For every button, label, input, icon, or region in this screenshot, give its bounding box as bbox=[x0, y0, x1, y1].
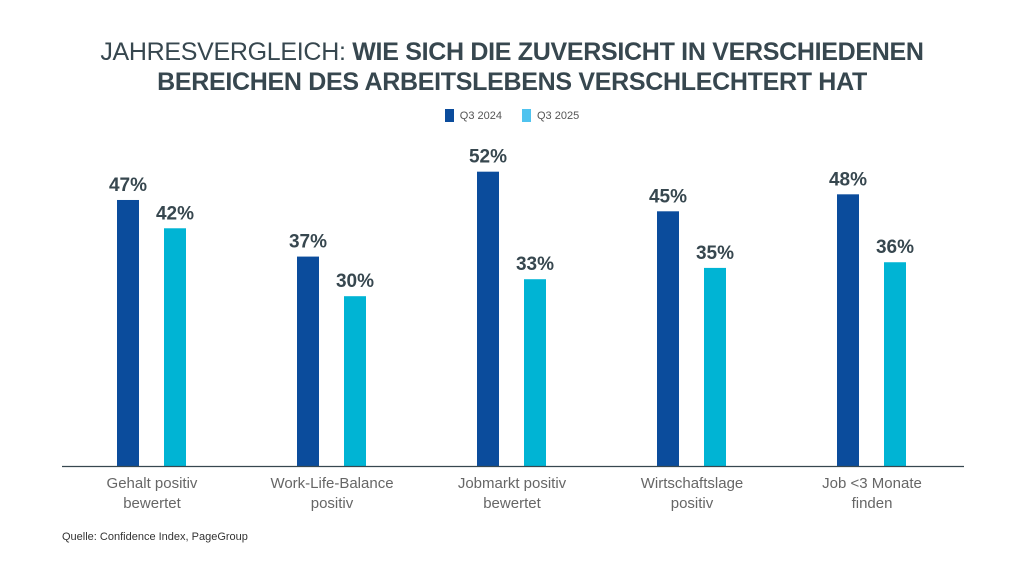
bar-q3-2024-2 bbox=[477, 171, 499, 466]
data-label: 33% bbox=[516, 254, 554, 275]
legend-swatch bbox=[522, 109, 531, 122]
category-label: Gehalt positiv bewertet bbox=[67, 474, 237, 514]
bar-q3-2024-4 bbox=[837, 194, 859, 466]
legend-label: Q3 2025 bbox=[537, 109, 580, 122]
bar-q3-2024-0 bbox=[117, 199, 139, 467]
bar-q3-2025-1 bbox=[344, 296, 366, 466]
title-line2: BEREICHEN DES ARBEITSLEBENS VERSCHLECHTE… bbox=[157, 68, 867, 96]
bar-q3-2025-4 bbox=[884, 262, 906, 466]
category-label-line: Job <3 Monate bbox=[822, 475, 922, 492]
category-label: Job <3 Monate finden bbox=[787, 474, 957, 514]
title-prefix: JAHRESVERGLEICH: bbox=[100, 38, 353, 66]
category-label-line: Jobmarkt positiv bbox=[457, 475, 567, 492]
category-label-line: finden bbox=[851, 495, 893, 512]
data-label: 35% bbox=[696, 243, 734, 264]
category-label: Work-Life-Balance positiv bbox=[247, 474, 417, 514]
legend: Q3 2024 Q3 2025 bbox=[0, 109, 1024, 122]
data-label: 36% bbox=[876, 237, 914, 258]
category-label: Jobmarkt positiv bewertet bbox=[427, 474, 597, 514]
category-label-line: positiv bbox=[310, 495, 354, 512]
legend-swatch bbox=[444, 109, 454, 122]
data-label: 52% bbox=[469, 147, 507, 168]
data-label: 37% bbox=[289, 232, 327, 253]
data-label: 30% bbox=[336, 271, 374, 292]
data-label: 42% bbox=[156, 203, 194, 224]
legend-item-q3-2025: Q3 2025 bbox=[522, 109, 579, 122]
legend-label: Q3 2024 bbox=[459, 109, 502, 122]
data-label: 48% bbox=[829, 169, 867, 190]
category-label: Wirtschaftslage positiv bbox=[607, 474, 777, 514]
category-label-line: bewertet bbox=[483, 495, 541, 512]
category-label-line: positiv bbox=[670, 495, 714, 512]
chart-title: JAHRESVERGLEICH: WIE SICH DIE ZUVERSICHT… bbox=[0, 37, 1024, 97]
bar-q3-2024-1 bbox=[297, 256, 319, 466]
legend-item-q3-2024: Q3 2024 bbox=[444, 109, 502, 122]
category-label-line: Wirtschaftslage bbox=[640, 475, 744, 492]
data-label: 47% bbox=[109, 175, 147, 196]
category-label-line: Gehalt positiv bbox=[106, 475, 198, 492]
category-label-line: bewertet bbox=[123, 495, 181, 512]
bar-q3-2024-3 bbox=[657, 211, 679, 466]
source-note: Quelle: Confidence Index, PageGroup bbox=[62, 531, 248, 543]
bar-q3-2025-0 bbox=[164, 228, 186, 466]
bar-q3-2025-3 bbox=[704, 267, 726, 466]
bar-q3-2025-2 bbox=[524, 279, 546, 466]
category-label-line: Work-Life-Balance bbox=[270, 475, 394, 492]
title-line1: WIE SICH DIE ZUVERSICHT IN VERSCHIEDENEN bbox=[352, 38, 924, 66]
data-label: 45% bbox=[649, 186, 687, 207]
